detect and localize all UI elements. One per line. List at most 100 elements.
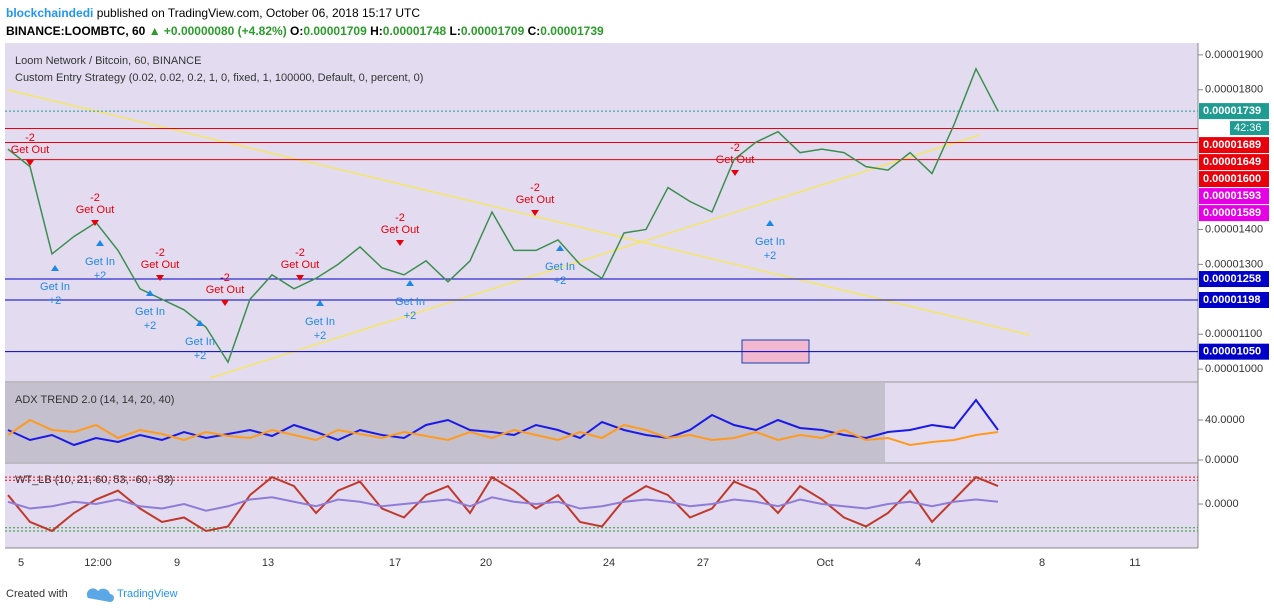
signal-arrow [156, 275, 164, 281]
signal-arrow [731, 170, 739, 176]
signal-arrow [196, 320, 204, 326]
header: blockchaindedi published on TradingView.… [6, 4, 604, 40]
y-tick-label: 0.00001400 [1205, 223, 1263, 235]
author[interactable]: blockchaindedi [6, 6, 94, 20]
chart-bg [5, 43, 1198, 548]
signal-arrow [51, 265, 59, 271]
price-tag [1199, 188, 1269, 205]
signal-arrow [556, 245, 564, 251]
signal-text: Get Out [381, 224, 420, 236]
signal-arrow [221, 300, 229, 306]
x-tick-label: Oct [816, 557, 833, 569]
x-tick-label: 4 [915, 557, 921, 569]
price-tag-label: 0.00001050 [1203, 346, 1261, 358]
signal-arrow [766, 220, 774, 226]
signal-text: Get In [755, 236, 785, 248]
signal-arrow [396, 240, 404, 246]
x-tick-label: 8 [1039, 557, 1045, 569]
signal-text: Get In [545, 261, 575, 273]
signal-qty: +2 [194, 350, 207, 362]
signal-arrow [96, 240, 104, 246]
price-tag-label: 0.00001589 [1203, 207, 1261, 219]
signal-qty: -2 [395, 212, 405, 224]
countdown: 42:36 [1234, 122, 1262, 134]
y-tick-label: 0.00001800 [1205, 84, 1263, 96]
logo [86, 588, 114, 602]
symbol: BINANCE:LOOMBTC, 60 [6, 24, 146, 38]
signal-arrow [26, 160, 34, 166]
countdown-bg [1230, 121, 1269, 136]
l-label: L: [449, 24, 461, 38]
y-tick-label: 0.00001100 [1205, 328, 1262, 340]
signal-qty: -2 [25, 132, 35, 144]
signal-qty: +2 [94, 270, 107, 282]
signal-qty: -2 [220, 272, 230, 284]
signal-qty: +2 [554, 275, 567, 287]
x-tick-label: 24 [603, 557, 615, 569]
y-tick-label: 0.00001000 [1205, 363, 1263, 375]
signal-arrow [146, 290, 154, 296]
signal-text: Get Out [516, 194, 555, 206]
signal-text: Get In [185, 336, 215, 348]
signal-arrow [296, 275, 304, 281]
x-tick-label: 11 [1129, 557, 1140, 569]
trend-line [209, 134, 981, 379]
adx-shade [5, 383, 885, 462]
signal-text: Get Out [76, 204, 115, 216]
created: Created with [6, 588, 68, 600]
signal-arrow [91, 220, 99, 226]
price-tag [1199, 137, 1269, 154]
line [7, 475, 999, 533]
signal-text: Get In [40, 281, 70, 293]
h: 0.00001748 [382, 24, 447, 38]
signal-text: Get Out [716, 154, 755, 166]
signal-qty: -2 [295, 247, 305, 259]
signal-qty: +2 [404, 310, 417, 322]
y-tick-label: 0.0000 [1205, 498, 1239, 510]
adx-title: ADX TREND 2.0 (14, 14, 20, 40) [15, 394, 174, 406]
signal-qty: -2 [530, 182, 540, 194]
price-tag [1199, 205, 1269, 222]
signal-text: Get Out [281, 259, 320, 271]
x-tick-label: 9 [174, 557, 180, 569]
o-label: O: [290, 24, 304, 38]
signal-text: Get In [395, 296, 425, 308]
price-tag-label: 0.00001689 [1203, 139, 1261, 151]
signal-qty: +2 [49, 295, 62, 307]
strategy: Custom Entry Strategy (0.02, 0.02, 0.2, … [15, 72, 423, 84]
signal-text: Get In [305, 316, 335, 328]
price-tag [1199, 343, 1269, 360]
price-tag [1199, 291, 1269, 308]
o: 0.00001709 [303, 24, 367, 38]
line [7, 496, 999, 512]
h-label: H: [370, 24, 383, 38]
change: +0.00000080 (+4.82%) [163, 24, 287, 38]
x-tick-label: 20 [480, 557, 492, 569]
publish-line: blockchaindedi published on TradingView.… [6, 4, 604, 22]
brand[interactable]: TradingView [117, 588, 178, 600]
price-tag [1199, 103, 1269, 120]
y-tick-label: 0.0000 [1205, 454, 1239, 466]
signal-qty: -2 [90, 192, 100, 204]
price-tag-label: 0.00001593 [1203, 190, 1261, 202]
y-tick-label: 0.00001900 [1205, 49, 1263, 61]
price-tag [1199, 171, 1269, 188]
price-tag-label: 0.00001649 [1203, 156, 1261, 168]
x-tick-label: 12:00 [84, 557, 112, 569]
price-tag-label: 0.00001198 [1203, 294, 1261, 306]
signal-qty: -2 [730, 142, 740, 154]
price-tag [1199, 154, 1269, 171]
price-tag-label: 0.00001600 [1203, 173, 1261, 185]
ohlc-line: BINANCE:LOOMBTC, 60 ▲ +0.00000080 (+4.82… [6, 22, 604, 40]
x-tick-label: 27 [697, 557, 709, 569]
x-tick-label: 5 [18, 557, 24, 569]
published: published on TradingView.com, October 06… [93, 6, 421, 20]
signal-text: Get Out [206, 284, 245, 296]
l: 0.00001709 [460, 24, 525, 38]
signal-text: Get Out [11, 144, 50, 156]
x-tick-label: 13 [262, 557, 274, 569]
signal-qty: +2 [144, 320, 157, 332]
signal-arrow [531, 210, 539, 216]
